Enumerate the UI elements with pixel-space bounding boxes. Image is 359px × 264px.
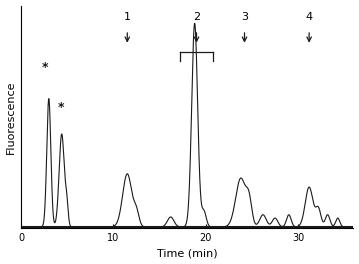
- Text: *: *: [58, 101, 65, 114]
- Text: *: *: [42, 61, 48, 74]
- Text: 1: 1: [124, 12, 131, 22]
- Text: 3: 3: [241, 12, 248, 22]
- X-axis label: Time (min): Time (min): [157, 248, 218, 258]
- Y-axis label: Fluorescence: Fluorescence: [5, 80, 15, 154]
- Text: 4: 4: [306, 12, 313, 22]
- Text: 2: 2: [193, 12, 200, 22]
